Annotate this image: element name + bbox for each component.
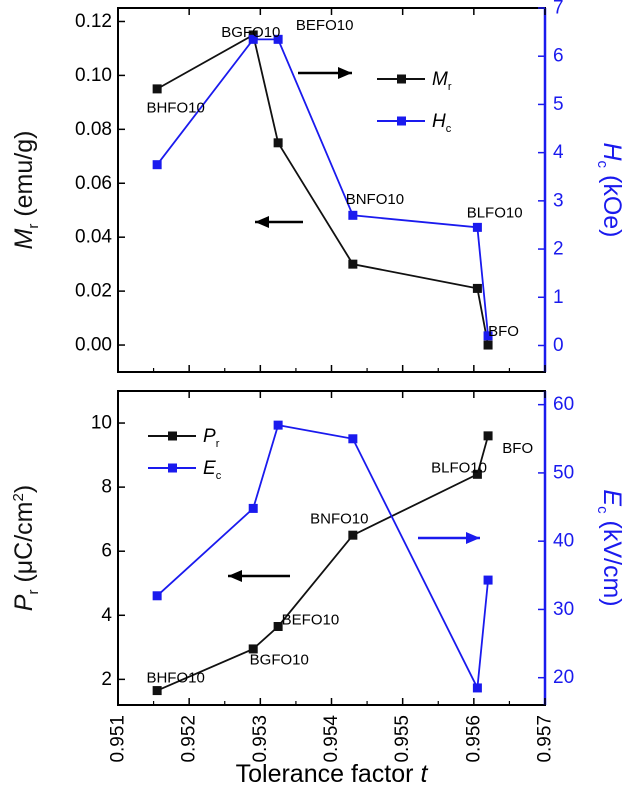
legend-marker-Hc <box>397 116 406 126</box>
right-tick-label: 40 <box>553 531 574 552</box>
left-tick-label: 0.00 <box>75 335 112 356</box>
series-point-Hc <box>273 34 283 44</box>
left-tick-label: 2 <box>101 669 112 690</box>
right-tick-label: 3 <box>553 190 564 211</box>
series-point-Hc <box>248 34 258 44</box>
sample-label: BLFO10 <box>467 204 523 221</box>
legend-label-Pr: Pr <box>203 426 220 450</box>
sample-label: BGFO10 <box>250 652 309 669</box>
series-point-Mr <box>273 138 283 148</box>
sample-label: BHFO10 <box>146 669 204 686</box>
series-point-Mr <box>472 283 482 293</box>
sample-label: BEFO10 <box>282 612 340 629</box>
legend-marker-Ec <box>168 463 177 473</box>
sample-label: BFO <box>488 323 519 340</box>
legend-marker-Mr <box>397 74 406 84</box>
series-point-Hc <box>152 160 162 170</box>
x-axis-title: Tolerance factor t <box>236 760 429 788</box>
series-point-Pr <box>472 469 482 479</box>
left-tick-label: 6 <box>101 541 112 562</box>
series-line-Pr <box>156 435 489 692</box>
series-point-Ec <box>273 420 283 430</box>
left-tick-label: 0.12 <box>75 11 112 32</box>
right-tick-label: 0 <box>553 335 564 356</box>
plot-frame <box>117 7 546 373</box>
x-tick-label: 0.956 <box>463 715 484 763</box>
left-tick-label: 0.02 <box>75 281 112 302</box>
left-tick-label: 10 <box>91 413 112 434</box>
series-point-Mr <box>348 259 358 269</box>
top-panel-magnetic: 0.00 0.02 0.04 0.06 0.08 0.10 0.12 0 1 2 3 4 5 6 7 BHFO… <box>10 0 623 373</box>
series-point-Pr <box>483 431 493 441</box>
legend-marker-Pr <box>168 431 177 441</box>
left-axis-title: Mr (emu/g) <box>10 131 42 250</box>
sample-label: BLFO10 <box>431 459 487 476</box>
arrow-to-right-axis-head <box>338 67 352 79</box>
left-tick-label: 0.04 <box>75 227 112 248</box>
right-axis-title: Ec (kV/cm) <box>594 489 623 606</box>
x-tick-label: 0.951 <box>108 715 129 763</box>
arrow-to-left-axis-head <box>255 216 269 228</box>
series-point-Ec <box>483 575 493 585</box>
arrow-to-right-axis-head <box>466 532 480 544</box>
series-point-Ec <box>248 503 258 513</box>
x-tick-label: 0.955 <box>392 715 413 763</box>
x-tick-label: 0.952 <box>179 715 200 763</box>
series-point-Hc <box>483 331 493 341</box>
legend-label-Mr: Mr <box>432 69 452 93</box>
right-axis-title: Hc (kOe) <box>594 142 623 237</box>
right-tick-label: 20 <box>553 667 574 688</box>
left-axis-title: Pr (μC/cm2) <box>10 485 42 611</box>
series-line-Ec <box>156 424 489 692</box>
series-point-Hc <box>472 222 482 232</box>
right-tick-label: 6 <box>553 46 564 67</box>
left-tick-label: 8 <box>101 477 112 498</box>
series-point-Ec <box>348 434 358 444</box>
series-line-Mr <box>156 33 489 346</box>
right-tick-label: 4 <box>553 142 564 163</box>
right-tick-label: 7 <box>553 0 564 19</box>
series-point-Mr <box>483 340 493 350</box>
x-tick-label: 0.957 <box>535 715 556 763</box>
sample-label: BGFO10 <box>221 24 280 41</box>
series-point-Pr <box>248 644 258 654</box>
left-tick-label: 4 <box>101 605 112 626</box>
sample-label: BNFO10 <box>310 511 368 528</box>
sample-label: BFO <box>502 440 533 457</box>
arrow-to-left-axis-head <box>228 570 242 582</box>
right-tick-label: 60 <box>553 394 574 415</box>
series-point-Mr <box>152 84 162 94</box>
x-tick-label: 0.953 <box>250 715 271 763</box>
legend-label-Hc: Hc <box>432 111 452 135</box>
series-line-Hc <box>156 38 489 336</box>
right-tick-label: 1 <box>553 287 564 308</box>
series-point-Ec <box>472 683 482 693</box>
right-tick-label: 30 <box>553 599 574 620</box>
series-point-Pr <box>152 686 162 696</box>
sample-label: BNFO10 <box>346 191 404 208</box>
legend-label-Ec: Ec <box>203 458 222 482</box>
left-tick-label: 0.10 <box>75 65 112 86</box>
sample-label: BEFO10 <box>296 17 354 34</box>
series-point-Ec <box>152 591 162 601</box>
series-point-Pr <box>273 622 283 631</box>
left-tick-label: 0.08 <box>75 119 112 140</box>
right-tick-label: 5 <box>553 94 564 115</box>
left-tick-label: 0.06 <box>75 173 112 194</box>
sample-label: BHFO10 <box>146 99 204 116</box>
series-point-Pr <box>348 530 358 540</box>
x-tick-label: 0.954 <box>321 715 342 763</box>
right-tick-label: 50 <box>553 462 574 483</box>
right-tick-label: 2 <box>553 239 564 260</box>
series-point-Hc <box>348 210 358 220</box>
bottom-panel-ferroelectric: 0.951 0.952 0.953 0.954 0.955 0.956 0.957 2 4 6 8 1… <box>10 390 623 788</box>
